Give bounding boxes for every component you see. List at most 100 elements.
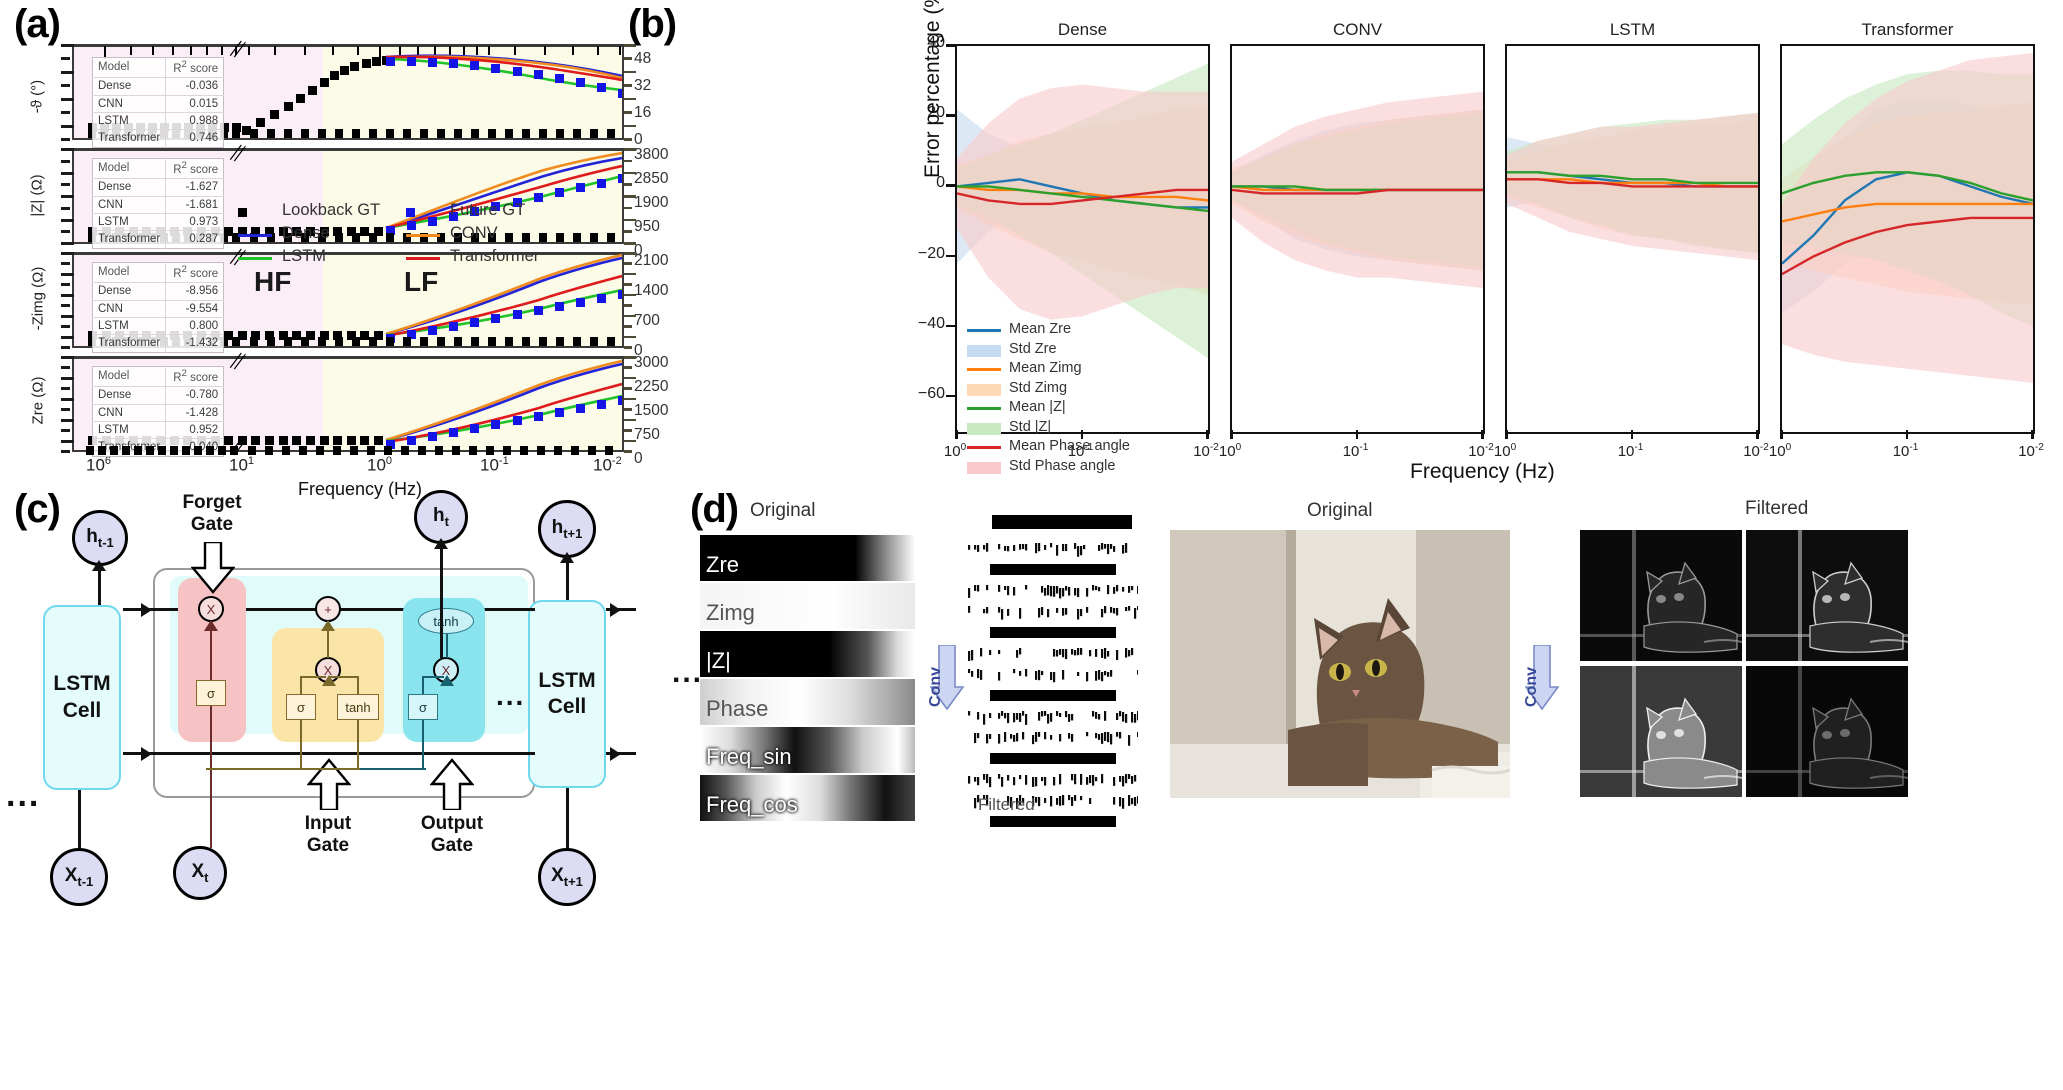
future-gt-point (533, 192, 543, 202)
ytick-mark (624, 314, 636, 318)
lookback-gt-point (305, 227, 315, 236)
node-subscript: t (444, 513, 449, 529)
cell-state-in-arrow-icon (141, 603, 152, 617)
future-gt-point (449, 211, 459, 221)
ytick-mark (61, 138, 70, 141)
ytick-mark (624, 138, 632, 141)
ytick-mark (946, 254, 955, 258)
xtick-mark (1230, 430, 1233, 439)
model-prediction-curves (385, 54, 622, 92)
ytick-mark (61, 171, 74, 175)
lookback-gt-point (330, 71, 339, 80)
curve-conv (385, 253, 622, 336)
h-prev-arrow-icon (92, 560, 106, 571)
future-gt-marker-icon (406, 208, 415, 217)
lookback-gt-point (296, 94, 305, 103)
h-t-arrow-icon (434, 538, 448, 549)
ytick-mark (61, 376, 74, 380)
subplot-4-bottom-axis (74, 449, 622, 452)
future-gt-point (575, 78, 585, 88)
xtick-label: 10-1 (480, 455, 509, 475)
filtered-cat-illustration (1746, 666, 1908, 797)
lookback-gt-point (220, 123, 229, 132)
lookback-gt-point (251, 331, 261, 340)
x-t-to-gates-line (206, 768, 362, 770)
model-score: 0.988 (165, 111, 224, 130)
legend-label: Mean Phase angle (1009, 438, 1130, 454)
cell-label-line2: Cell (62, 698, 102, 722)
feature-strip-zimg: Zimg (700, 583, 915, 629)
feature-strip-phase: Phase (700, 679, 915, 725)
subplot-4-axis-ticks (72, 446, 624, 455)
mean-line-mean-phase-angle (1507, 178, 1758, 188)
lstm-line-icon (238, 257, 272, 261)
std-phase-band-icon (967, 461, 1001, 474)
subplot-title-dense: Dense (1057, 20, 1108, 39)
xtick-mark (2031, 430, 2034, 439)
filtered-feature-row (990, 690, 1116, 701)
model-score: 0.746 (165, 129, 224, 148)
ytick-mark (624, 70, 636, 74)
gate-label-line2: Gate (430, 835, 474, 857)
eis-filtered-patches (968, 515, 1138, 845)
xtick-mark (1756, 430, 1759, 439)
output-gate-label: Output Gate (398, 813, 506, 858)
lookback-gt-point (224, 227, 234, 236)
filtered-cat-illustration (1746, 530, 1908, 661)
xtick-label: 10-2 (2018, 442, 2044, 460)
eis-filtered-caption: Filtered (978, 795, 1035, 814)
output-mult-arrow-icon (440, 675, 454, 686)
model-score: -1.681 (165, 195, 224, 214)
curve-transformer (385, 382, 622, 444)
lookback-gt-point (265, 331, 275, 340)
curve-dense (385, 256, 622, 336)
future-gt-point (512, 310, 522, 319)
future-gt-point (554, 73, 564, 83)
future-gt-point (470, 424, 480, 433)
xtick-mark (1505, 430, 1508, 439)
mean-line-mean-|z| (1507, 171, 1758, 185)
lookback-gt-point (319, 331, 329, 340)
mean-zmag-line-icon (967, 407, 1001, 410)
ytick-mark (61, 124, 74, 128)
model-name: CNN (92, 403, 166, 422)
lookback-gt-point (292, 436, 302, 445)
mean-zre-line-icon (967, 329, 1001, 332)
future-gt-point (618, 396, 622, 405)
cell-state-add-op: + (315, 596, 341, 622)
node-x-prev: Xt-1 (50, 848, 108, 906)
subplot-4-r2-table: Model R2 score Dense -0.780 CNN -1.428 LSTM… (92, 366, 225, 457)
input-to-add-connector (327, 630, 329, 658)
xtick-label: 10-2 (1468, 442, 1494, 460)
lf-region-bg-4 (323, 356, 622, 452)
h-next-arrow-icon (560, 552, 574, 563)
lookback-gt-point (319, 436, 329, 445)
feature-strip-freq-sin: Freq_sin (700, 727, 915, 773)
cat-photo-illustration (1170, 530, 1510, 798)
lookback-gt-point (320, 78, 329, 87)
node-label: ht+1 (551, 517, 583, 541)
future-gt-point (596, 178, 606, 188)
panel-b-error-percentage-plots: Dense CONV LSTM Transformer 40 20 0 −20 −40 −… (918, 0, 2055, 483)
mean-zimg-line-icon (967, 368, 1001, 371)
future-gt-point (575, 298, 585, 307)
future-gt-point (386, 57, 395, 66)
subplot-2-ytick-labels: 3800 2850 1900 950 0 (634, 146, 694, 259)
panel-d-ellipsis: ... (672, 656, 704, 689)
std-band-mean-phase-angle (957, 84, 1208, 320)
ytick-mark (61, 387, 70, 391)
lookback-gt-point (237, 331, 247, 340)
subplot-3-top-axis (74, 252, 622, 255)
lookback-gt-point (256, 118, 265, 127)
future-gt-point (618, 290, 622, 299)
lookback-gt-point (278, 331, 288, 340)
legend-label: CONV (450, 224, 498, 242)
ytick-label: 1500 (634, 402, 669, 419)
mean-line-mean-phase-angle (1782, 216, 2033, 276)
node-label: Xt+1 (551, 865, 583, 889)
ytick-mark (624, 304, 632, 307)
forget-gate-label: Forget Gate (162, 492, 262, 537)
legend-label: Mean |Z| (1009, 399, 1066, 415)
ytick-label: 1400 (634, 282, 669, 299)
future-gt-point (428, 216, 438, 226)
